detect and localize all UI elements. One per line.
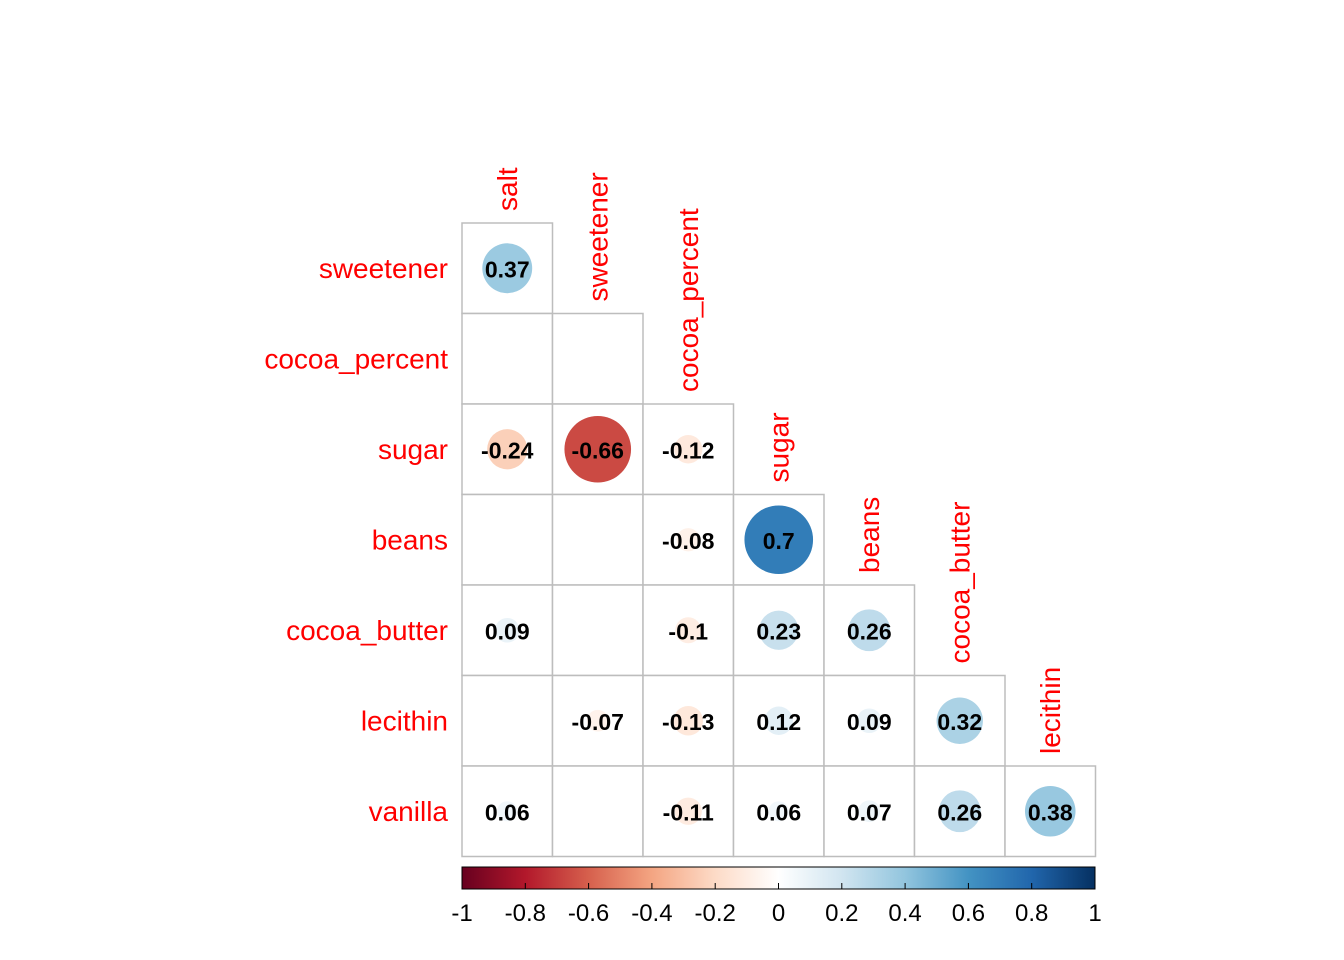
grid-cell-cocoa_butter-sweetener — [551, 584, 644, 677]
corr-circle-vanilla-sugar — [768, 801, 789, 822]
corr-circle-vanilla-cocoa_percent — [674, 797, 702, 825]
corr-circle-lecithin-beans — [856, 708, 882, 734]
corr-circle-sugar-cocoa_percent — [674, 435, 703, 464]
corr-circle-beans-cocoa_percent — [676, 528, 700, 552]
corr-circle-vanilla-beans — [858, 800, 881, 823]
legend-tick-label: 0.8 — [1015, 900, 1048, 927]
corr-value-vanilla-lecithin: 0.38 — [1028, 799, 1073, 825]
col-label-cocoa_butter: cocoa_butter — [944, 502, 975, 664]
corr-circle-vanilla-salt — [497, 801, 518, 822]
corr-circle-sugar-sweetener — [564, 415, 632, 483]
legend-tick-label: -0.2 — [695, 900, 736, 927]
corr-circle-lecithin-cocoa_butter — [936, 697, 983, 744]
corr-circle-sugar-salt — [487, 429, 528, 470]
color-legend: -1 -0.8 -0.6 -0.4 -0.2 0 0.2 0.4 0.6 0.8 1 — [451, 866, 1102, 927]
row-label-vanilla: vanilla — [369, 796, 449, 827]
grid-cell-cocoa_percent-salt — [461, 312, 554, 405]
grid-cell-cocoa_butter-sugar — [732, 584, 825, 677]
corr-value-lecithin-cocoa_percent: -0.13 — [662, 709, 714, 735]
corr-value-cocoa_butter-sugar: 0.23 — [756, 618, 801, 644]
corr-circle-vanilla-cocoa_butter — [938, 790, 981, 833]
corr-value-lecithin-cocoa_butter: 0.32 — [937, 709, 982, 735]
corr-circle-vanilla-lecithin — [1024, 785, 1076, 837]
corr-value-vanilla-sugar: 0.06 — [756, 799, 801, 825]
corr-circle-cocoa_butter-beans — [848, 609, 891, 652]
grid-cell-beans-sweetener — [551, 493, 644, 586]
legend-tick-label: -0.4 — [631, 900, 672, 927]
corr-circle-lecithin-sweetener — [586, 709, 609, 732]
corr-circle-cocoa_butter-salt — [494, 617, 520, 643]
legend-tick-label: 0.2 — [825, 900, 858, 927]
row-label-sweetener: sweetener — [319, 253, 448, 284]
corr-value-lecithin-sugar: 0.12 — [756, 709, 801, 735]
grid-cell-vanilla-sweetener — [551, 765, 644, 858]
corr-value-beans-sugar: 0.7 — [763, 528, 795, 554]
corr-value-sugar-salt: -0.24 — [481, 437, 534, 463]
legend-tick-label: -1 — [451, 900, 472, 927]
grid-cell-beans-salt — [461, 493, 554, 586]
col-label-cocoa_percent: cocoa_percent — [673, 208, 704, 392]
glyph-layer: 0.37 -0.24 -0.66 -0.12 -0.08 0.7 0.09 -0.1 0.23 0… — [481, 243, 1076, 837]
legend-tick-label: -0.8 — [505, 900, 546, 927]
row-label-cocoa_percent: cocoa_percent — [264, 343, 448, 374]
corr-value-vanilla-cocoa_butter: 0.26 — [937, 799, 982, 825]
legend-tick-label: 0.6 — [952, 900, 985, 927]
grid-cell-cocoa_percent-sweetener — [551, 312, 644, 405]
col-label-sweetener: sweetener — [582, 172, 613, 301]
row-label-beans: beans — [372, 524, 448, 555]
legend-tick-label: 1 — [1088, 900, 1101, 927]
corr-value-sweetener-salt: 0.37 — [485, 256, 530, 282]
corr-value-vanilla-cocoa_percent: -0.11 — [663, 799, 714, 825]
corr-value-vanilla-salt: 0.06 — [485, 799, 530, 825]
grid-cell-lecithin-salt — [461, 674, 554, 767]
grid-cell-vanilla-salt — [461, 765, 554, 858]
legend-tick-label: 0 — [772, 900, 785, 927]
row-label-lecithin: lecithin — [361, 705, 448, 736]
grid-layer — [461, 222, 1097, 858]
col-label-beans: beans — [854, 497, 885, 573]
corr-value-lecithin-beans: 0.09 — [847, 709, 892, 735]
corr-circle-cocoa_butter-sugar — [759, 610, 799, 650]
corr-value-vanilla-beans: 0.07 — [847, 799, 892, 825]
corr-circle-sweetener-salt — [482, 243, 533, 294]
corr-value-cocoa_butter-salt: 0.09 — [485, 618, 530, 644]
corr-circle-beans-sugar — [744, 505, 814, 575]
corr-circle-cocoa_butter-cocoa_percent — [675, 617, 702, 644]
corr-value-sugar-cocoa_percent: -0.12 — [662, 437, 714, 463]
col-label-salt: salt — [492, 167, 523, 211]
col-label-lecithin: lecithin — [1035, 667, 1066, 754]
corr-circle-lecithin-cocoa_percent — [673, 705, 704, 736]
corr-value-beans-cocoa_percent: -0.08 — [662, 528, 715, 554]
corr-value-lecithin-sweetener: -0.07 — [572, 709, 624, 735]
corr-circle-lecithin-sugar — [764, 706, 793, 735]
row-label-cocoa_butter: cocoa_butter — [286, 615, 448, 646]
corr-value-sugar-sweetener: -0.66 — [572, 437, 624, 463]
corr-value-cocoa_butter-beans: 0.26 — [847, 618, 892, 644]
col-label-sugar: sugar — [763, 412, 794, 482]
legend-tick-label: -0.6 — [568, 900, 609, 927]
corr-value-cocoa_butter-cocoa_percent: -0.1 — [668, 618, 708, 644]
legend-tick-label: 0.4 — [888, 900, 921, 927]
row-label-sugar: sugar — [378, 434, 448, 465]
